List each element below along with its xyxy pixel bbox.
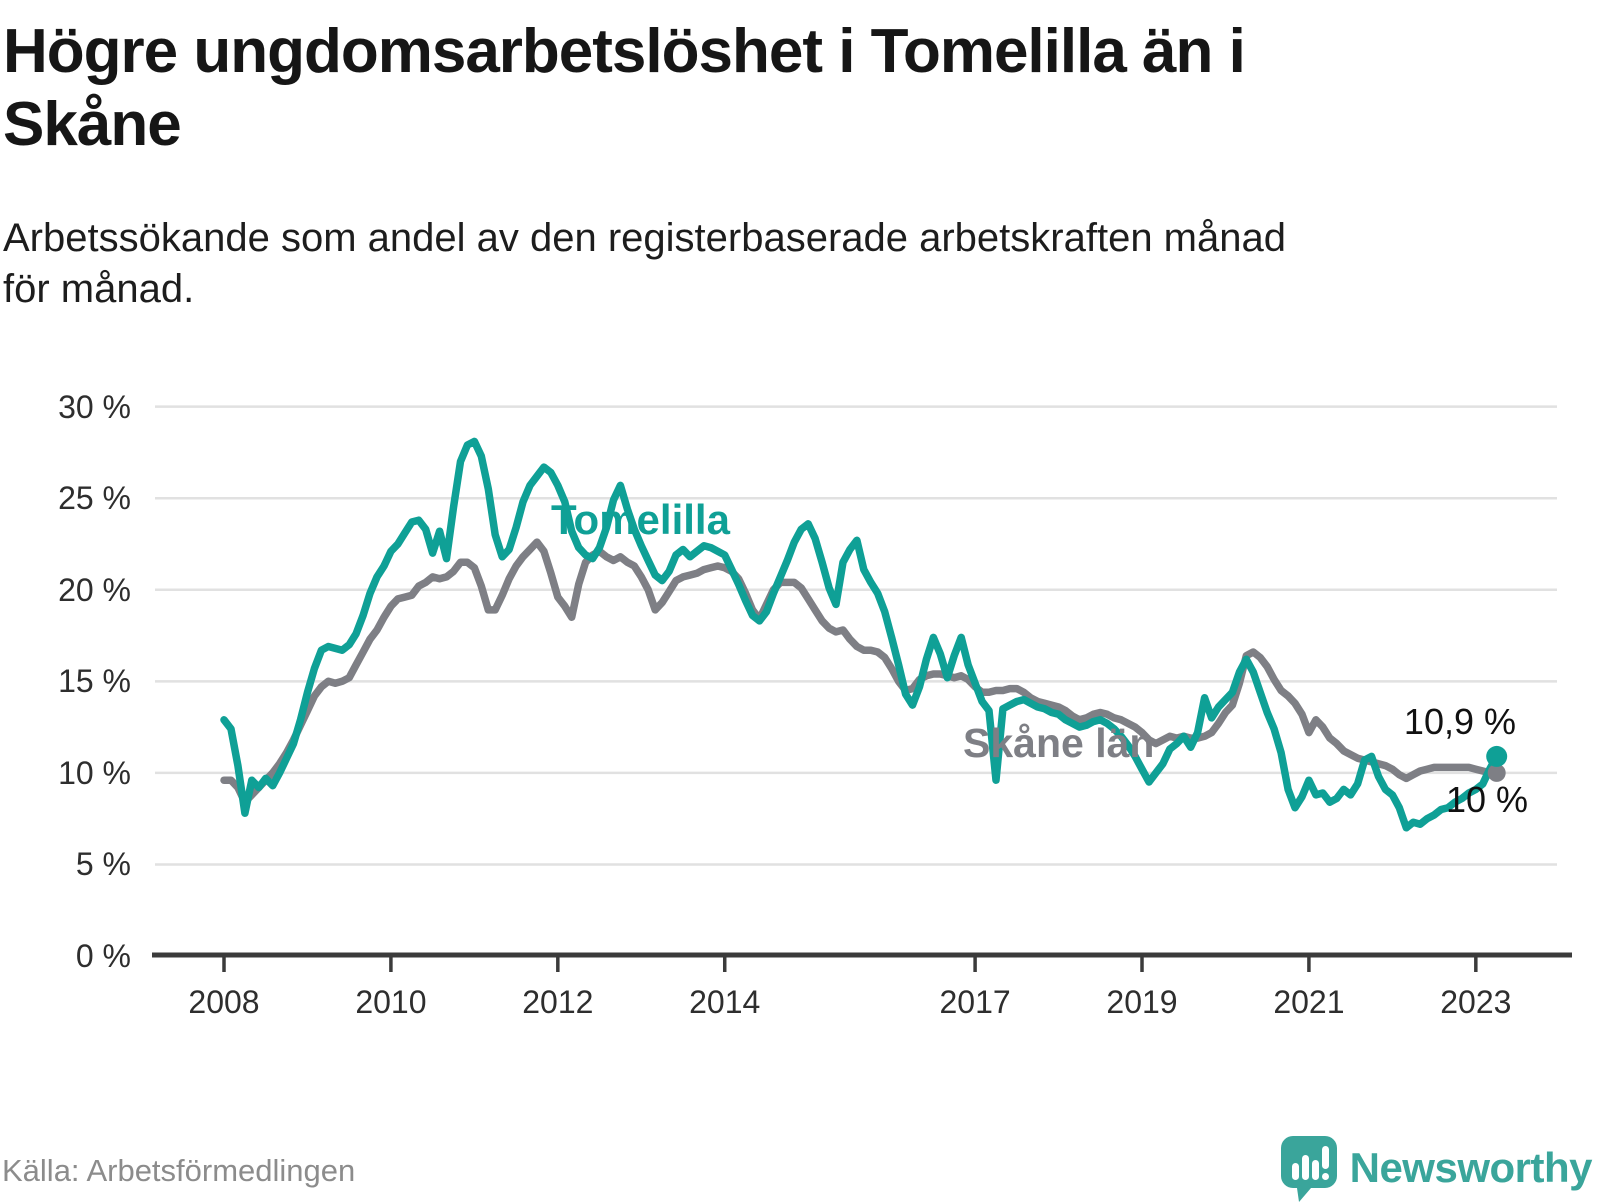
- title-line-2: Skåne: [3, 90, 182, 160]
- x-axis-label-2014: 2014: [689, 984, 761, 1020]
- subtitle-line-2: för månad.: [3, 267, 195, 312]
- series-label-tomelilla: Tomelilla: [551, 496, 730, 543]
- source-attribution: Källa: Arbetsförmedlingen: [2, 1153, 356, 1188]
- y-axis-label-20: 20 %: [58, 571, 131, 608]
- y-axis-label-30: 30 %: [58, 388, 131, 425]
- y-axis-label-25: 25 %: [58, 480, 131, 517]
- y-axis-label-15: 15 %: [58, 663, 131, 700]
- brand-name: Newsworthy: [1349, 1144, 1593, 1191]
- y-axis-label-5: 5 %: [75, 846, 131, 883]
- x-axis-label-2023: 2023: [1440, 984, 1512, 1020]
- y-axis-label-0: 0 %: [75, 938, 131, 974]
- newsworthy-logo: Newsworthy: [1280, 1136, 1593, 1202]
- newsworthy-pin-barchart-icon: [1280, 1136, 1337, 1202]
- end-value-label-skane: 10 %: [1445, 779, 1528, 820]
- end-dot-tomelilla: [1486, 745, 1508, 767]
- page-title: Högre ungdomsarbetslöshet i Tomelilla än…: [3, 15, 1473, 161]
- title-line-1: Högre ungdomsarbetslöshet i Tomelilla än…: [3, 17, 1246, 86]
- x-axis-label-2017: 2017: [939, 984, 1011, 1020]
- x-axis-label-2010: 2010: [355, 984, 427, 1020]
- series-label-skane-lan: Skåne län: [963, 720, 1155, 766]
- x-axis-label-2012: 2012: [522, 984, 594, 1020]
- end-value-label-tomelilla: 10,9 %: [1403, 701, 1516, 742]
- x-axis-label-2021: 2021: [1273, 984, 1345, 1020]
- x-axis-label-2008: 2008: [188, 984, 260, 1020]
- series-line-skane-lan: [220, 538, 1501, 806]
- series-line-tomelilla: [220, 437, 1501, 832]
- subtitle-line-1: Arbetssökande som andel av den registerb…: [3, 216, 1286, 260]
- x-axis-label-2019: 2019: [1106, 984, 1178, 1020]
- y-axis-label-10: 10 %: [58, 754, 131, 791]
- chart-subtitle: Arbetssökande som andel av den registerb…: [3, 213, 1543, 315]
- end-dot-skane-lan: [1487, 763, 1506, 782]
